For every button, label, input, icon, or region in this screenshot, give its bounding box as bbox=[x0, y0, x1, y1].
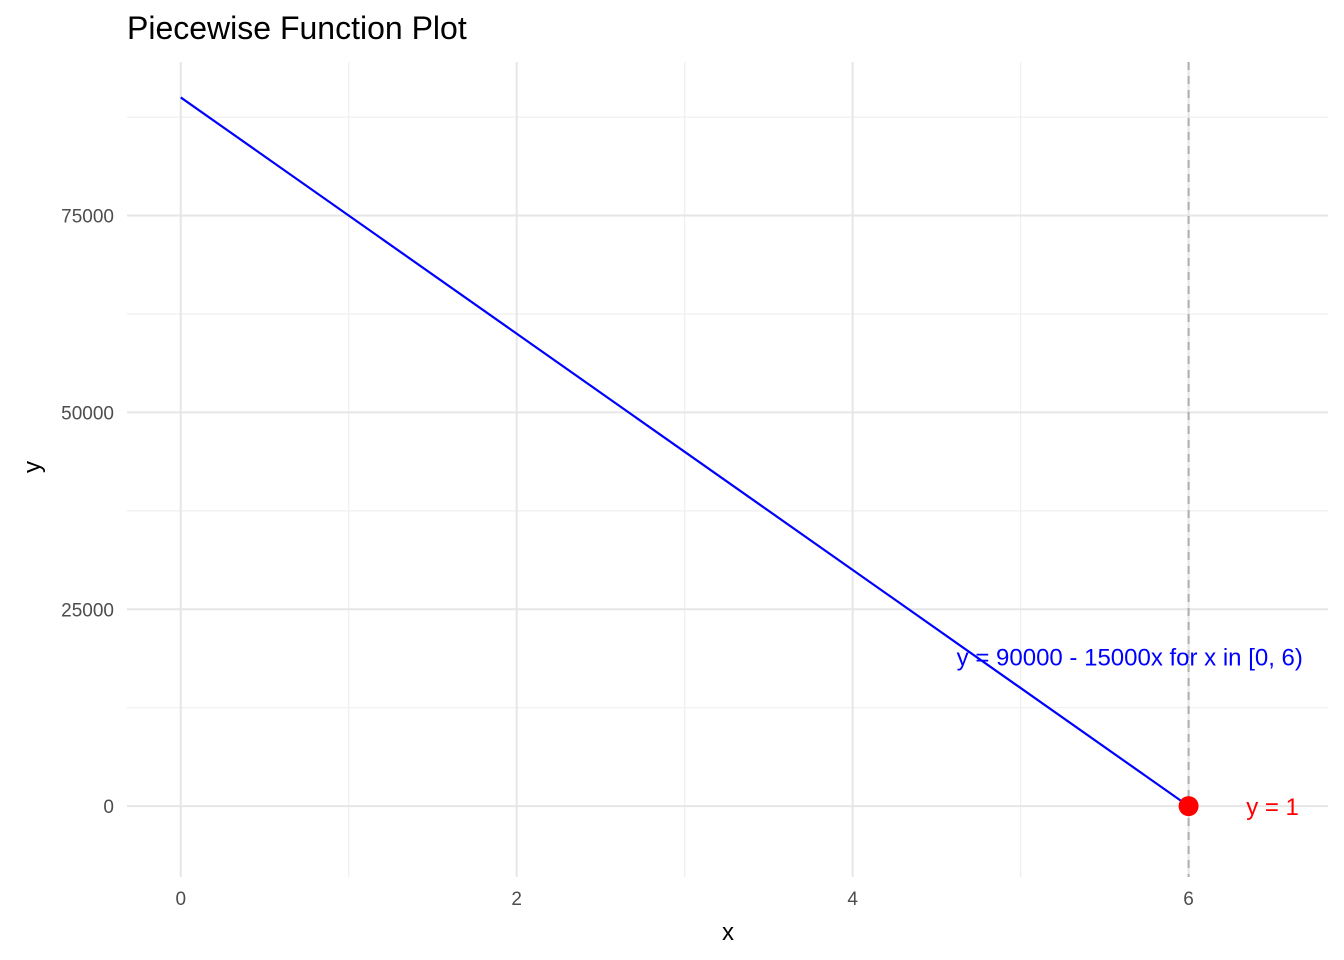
y-tick-label: 50000 bbox=[61, 403, 114, 424]
y-tick-labels: 0 25000 50000 75000 bbox=[61, 207, 114, 819]
annotation-label: y = 90000 - 15000x for x in [0, 6) bbox=[957, 645, 1303, 672]
data-point bbox=[1178, 796, 1199, 817]
y-tick-label: 75000 bbox=[61, 207, 114, 228]
x-tick-label: 0 bbox=[175, 889, 186, 910]
x-tick-label: 4 bbox=[847, 889, 858, 910]
series-line bbox=[180, 96, 1190, 808]
annotations-layer: y = 90000 - 15000x for x in [0, 6) y = 1 bbox=[957, 645, 1303, 822]
annotation-label: y = 1 bbox=[1246, 794, 1299, 821]
points-layer bbox=[1178, 796, 1199, 817]
y-axis-title: y bbox=[19, 461, 46, 473]
x-tick-label: 6 bbox=[1183, 889, 1194, 910]
x-tick-label: 2 bbox=[511, 889, 522, 910]
x-axis-title: x bbox=[722, 919, 734, 946]
y-tick-label: 25000 bbox=[61, 600, 114, 621]
x-tick-labels: 0 2 4 6 bbox=[175, 889, 1193, 910]
major-grid bbox=[127, 62, 1328, 877]
y-tick-label: 0 bbox=[103, 797, 114, 818]
series-layer bbox=[180, 96, 1190, 808]
chart-title: Piecewise Function Plot bbox=[127, 10, 467, 46]
minor-grid bbox=[127, 62, 1328, 877]
